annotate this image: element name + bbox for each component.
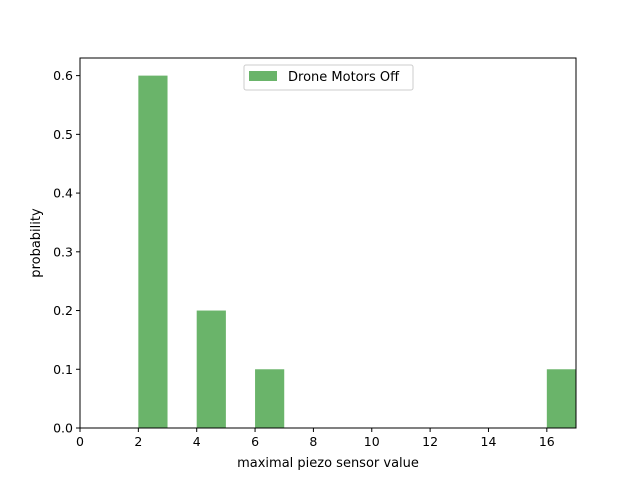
plot-frame [79, 57, 577, 429]
y-tick-label: 0.2 [53, 303, 73, 318]
y-tick-label: 0.0 [53, 421, 73, 436]
y-axis-label: probability [29, 208, 44, 278]
bars-group [138, 75, 576, 428]
y-tick-label: 0.5 [53, 127, 73, 142]
y-tick-label: 0.3 [53, 244, 73, 259]
x-tick-label: 2 [134, 434, 142, 449]
legend: Drone Motors Off [243, 64, 414, 91]
x-tick-label: 4 [193, 434, 201, 449]
y-axis-ticks: 0.0 0.1 0.2 0.3 0.4 0.5 0.6 [53, 68, 80, 436]
y-tick-label: 0.1 [53, 362, 73, 377]
x-axis-label: maximal piezo sensor value [237, 456, 419, 471]
y-tick-label: 0.4 [53, 186, 73, 201]
x-tick-label: 12 [422, 434, 438, 449]
histogram-bar-2 [255, 369, 285, 428]
x-axis-ticks: 0 2 4 6 8 10 12 14 16 [76, 428, 555, 449]
histogram-bar-0 [138, 75, 168, 428]
x-tick-label: 16 [539, 434, 555, 449]
x-tick-label: 8 [309, 434, 317, 449]
y-tick-label: 0.6 [53, 68, 73, 83]
histogram-bar-1 [196, 310, 226, 428]
legend-label: Drone Motors Off [288, 70, 400, 85]
histogram-bar-3 [546, 369, 576, 428]
x-tick-label: 14 [481, 434, 497, 449]
x-tick-label: 10 [364, 434, 380, 449]
legend-box [243, 64, 414, 91]
x-tick-label: 6 [251, 434, 259, 449]
x-tick-label: 0 [76, 434, 84, 449]
legend-swatch [249, 71, 277, 81]
